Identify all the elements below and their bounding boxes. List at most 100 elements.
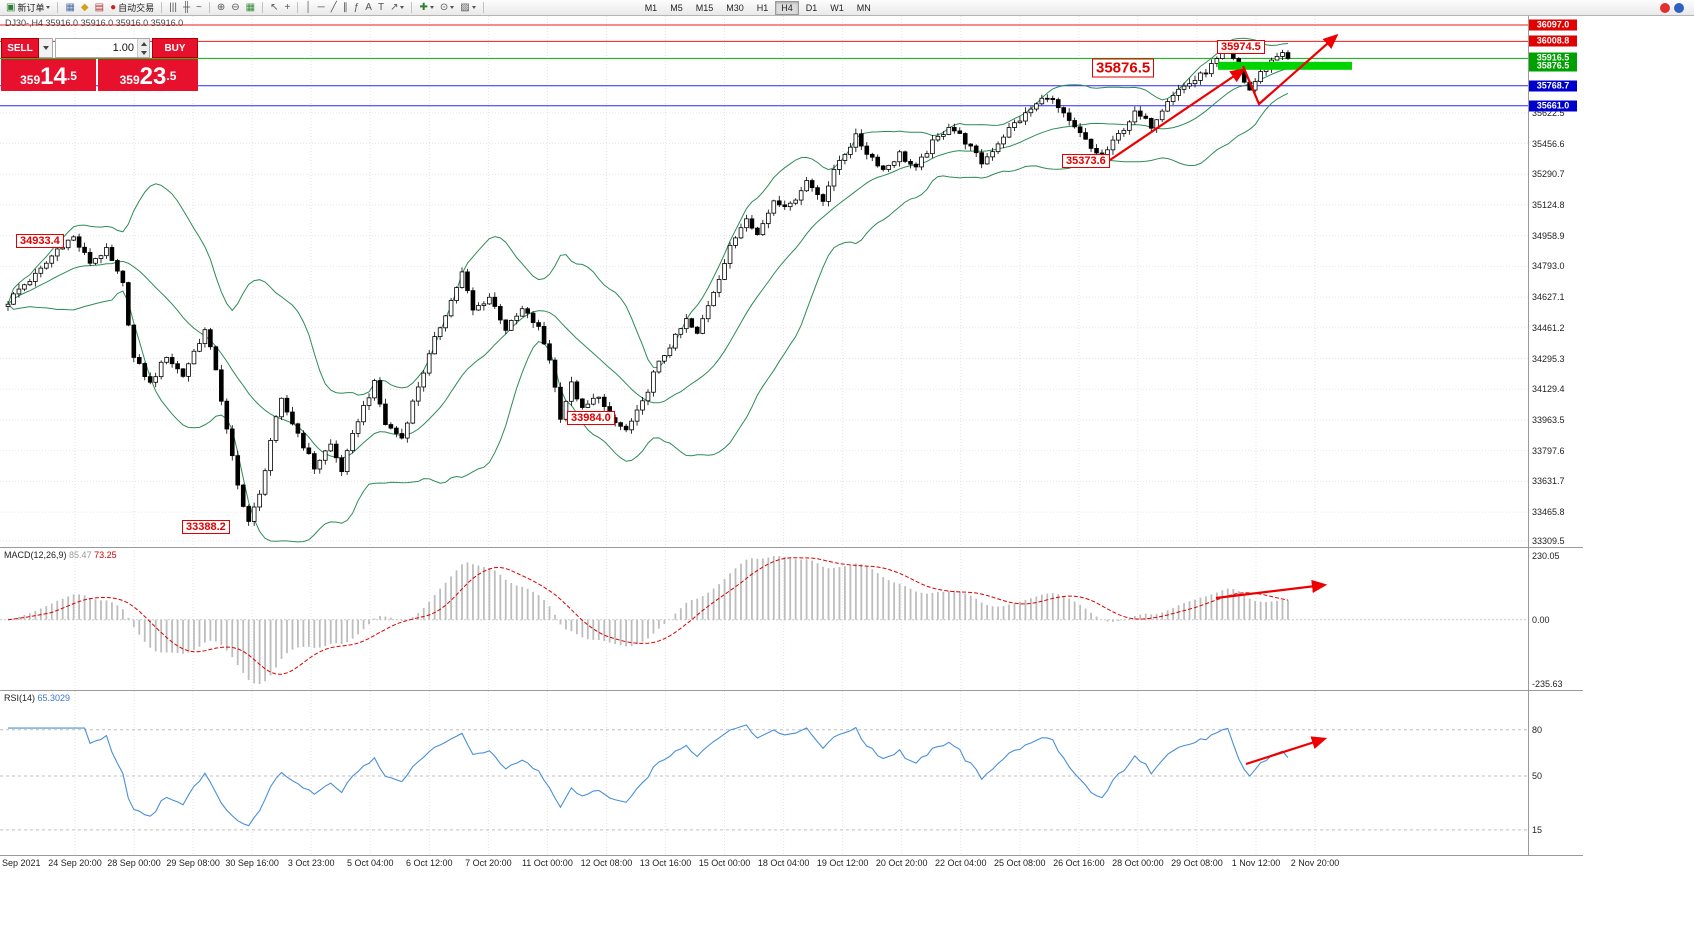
candlestick-chart-type-icon[interactable]: ╫ bbox=[181, 1, 192, 15]
auto-trading-icon: ● bbox=[110, 1, 117, 13]
price-annotation[interactable]: 35974.5 bbox=[1217, 40, 1265, 54]
timeframe-mn[interactable]: MN bbox=[856, 2, 871, 13]
price-annotation[interactable]: 35876.5 bbox=[1092, 58, 1155, 78]
tile-windows-icon[interactable]: ▦ bbox=[244, 1, 257, 15]
rsi-value: 65.3029 bbox=[37, 693, 71, 703]
periods-icon[interactable]: ⊙ bbox=[438, 1, 456, 15]
timeframe-d1[interactable]: D1 bbox=[805, 2, 818, 13]
timeframe-m1[interactable]: M1 bbox=[644, 2, 658, 13]
alert-icon: ◆ bbox=[80, 1, 89, 13]
zoom-in-icon: ⊕ bbox=[216, 1, 226, 13]
macd-signal-line bbox=[7, 557, 1289, 675]
zoom-out-icon[interactable]: ⊖ bbox=[229, 1, 241, 15]
rsi-indicator-label: RSI(14) 65.3029 bbox=[4, 693, 70, 703]
buy-price-suffix: .5 bbox=[166, 69, 177, 83]
trade-controls-row: SELL 1.00 BUY bbox=[1, 38, 198, 58]
bar-chart-type-icon[interactable]: ||| bbox=[167, 1, 179, 15]
price-annotation[interactable]: 33984.0 bbox=[567, 411, 615, 425]
rsi-name: RSI(14) bbox=[4, 693, 36, 703]
dropdown-arrow-icon bbox=[46, 6, 51, 9]
timeframe-m30[interactable]: M30 bbox=[726, 2, 744, 13]
price-annotation[interactable]: 33388.2 bbox=[182, 520, 230, 534]
cursor-icon[interactable]: ↖ bbox=[268, 1, 280, 15]
chevron-up-icon bbox=[140, 41, 147, 46]
toolbar-separator bbox=[411, 2, 413, 13]
new-order-button-label: 新订单 bbox=[17, 3, 45, 13]
trend-arrow-2 bbox=[1241, 33, 1339, 106]
timeframe-m15[interactable]: M15 bbox=[695, 2, 714, 13]
toolbar: ▣ 新订单 ▦ ◆ ▤ ● 自动交易 ||| ╫ ~ ⊕ ⊖ ▦ ↖ + │ ─ ╱ ∥ ƒ A T ↗ ✚ ⊙ ▨ M1 M5 M15… bbox=[0, 0, 1694, 16]
timeframe-w1[interactable]: W1 bbox=[830, 2, 844, 13]
arrows-tool-icon[interactable]: ↗ bbox=[388, 1, 406, 15]
crosshair-icon[interactable]: + bbox=[283, 1, 293, 15]
volume-increase-button[interactable] bbox=[138, 39, 149, 48]
sell-price-button[interactable]: 359 14.5 bbox=[1, 59, 96, 91]
toolbar-right-icons bbox=[1660, 2, 1684, 13]
arrows-tool-icon: ↗ bbox=[390, 1, 399, 13]
fibonacci-icon[interactable]: ƒ bbox=[352, 1, 362, 15]
timeframe-h4[interactable]: H4 bbox=[775, 0, 799, 15]
label-icon[interactable]: T bbox=[376, 1, 386, 15]
zoom-in-icon[interactable]: ⊕ bbox=[215, 1, 227, 15]
price-annotation[interactable]: 35373.6 bbox=[1062, 154, 1110, 168]
macd-trend-arrow bbox=[1215, 579, 1328, 600]
community-icon[interactable] bbox=[1674, 2, 1684, 13]
text-icon[interactable]: A bbox=[363, 1, 374, 15]
resistance-zone[interactable] bbox=[1218, 61, 1352, 70]
sell-price-prefix: 359 bbox=[20, 73, 41, 87]
dropdown-arrow-icon bbox=[429, 6, 434, 9]
timeframe-m5[interactable]: M5 bbox=[670, 2, 683, 13]
sell-price-suffix: .5 bbox=[66, 69, 77, 83]
volume-decrease-button[interactable] bbox=[138, 48, 149, 57]
line-chart-type-icon: ~ bbox=[196, 1, 202, 13]
news-icon: ▤ bbox=[94, 1, 105, 13]
dropdown-arrow-icon bbox=[400, 6, 405, 9]
alert-icon[interactable]: ◆ bbox=[79, 1, 91, 15]
auto-trading-button-label: 自动交易 bbox=[118, 3, 155, 13]
news-icon[interactable]: ▤ bbox=[93, 1, 106, 15]
volume-input[interactable]: 1.00 bbox=[55, 38, 150, 58]
macd-main-value: 85.47 bbox=[69, 550, 92, 560]
horizontal-level-lines[interactable] bbox=[0, 24, 1528, 107]
buy-price-big: 23 bbox=[139, 63, 167, 90]
chart-title: DJ30-,H4 35916.0 35916.0 35916.0 35916.0 bbox=[5, 18, 183, 28]
periods-icon: ⊙ bbox=[439, 1, 449, 13]
timeframe-buttons: M1 M5 M15 M30 H1 H4 D1 W1 MN bbox=[639, 0, 877, 15]
buy-button[interactable]: BUY bbox=[152, 38, 198, 58]
buy-price-button[interactable]: 359 23.5 bbox=[98, 59, 198, 91]
dropdown-arrow-icon bbox=[471, 6, 476, 9]
charts-window-icon[interactable]: ▦ bbox=[63, 1, 76, 15]
rsi-trend-arrow bbox=[1245, 736, 1328, 766]
crosshair-icon: + bbox=[284, 1, 291, 13]
notifications-icon[interactable] bbox=[1660, 2, 1670, 13]
trendline-icon[interactable]: ╱ bbox=[329, 1, 339, 15]
sell-price-big: 14 bbox=[40, 63, 67, 90]
macd-name: MACD(12,26,9) bbox=[4, 550, 67, 560]
candlesticks bbox=[5, 43, 1291, 526]
dropdown-arrow-icon bbox=[450, 6, 455, 9]
equidistant-channel-icon[interactable]: ∥ bbox=[341, 1, 350, 15]
order-type-dropdown[interactable] bbox=[39, 38, 53, 58]
tile-windows-icon: ▦ bbox=[245, 1, 256, 13]
macd-signal-value: 73.25 bbox=[94, 550, 117, 560]
vertical-line-icon: │ bbox=[305, 1, 312, 13]
indicators-icon[interactable]: ✚ bbox=[417, 1, 435, 15]
indicators-icon: ✚ bbox=[419, 1, 428, 13]
vertical-line-icon[interactable]: │ bbox=[303, 1, 313, 15]
cursor-icon: ↖ bbox=[270, 1, 279, 13]
ohlc-values: 35916.0 35916.0 35916.0 35916.0 bbox=[45, 18, 184, 28]
sell-button[interactable]: SELL bbox=[1, 38, 39, 58]
rsi-line bbox=[8, 724, 1289, 827]
auto-trading-button[interactable]: ● 自动交易 bbox=[108, 1, 156, 15]
charts-window-icon: ▦ bbox=[65, 1, 75, 13]
trend-arrow-1 bbox=[1109, 68, 1246, 161]
price-annotation[interactable]: 34933.4 bbox=[16, 234, 64, 248]
line-chart-type-icon[interactable]: ~ bbox=[194, 1, 204, 15]
timeframe-h1[interactable]: H1 bbox=[756, 2, 769, 13]
templates-icon[interactable]: ▨ bbox=[458, 1, 477, 15]
candlestick-chart-type-icon: ╫ bbox=[182, 1, 191, 13]
new-order-button[interactable]: ▣ 新订单 bbox=[4, 1, 52, 15]
horizontal-line-icon[interactable]: ─ bbox=[316, 1, 327, 15]
